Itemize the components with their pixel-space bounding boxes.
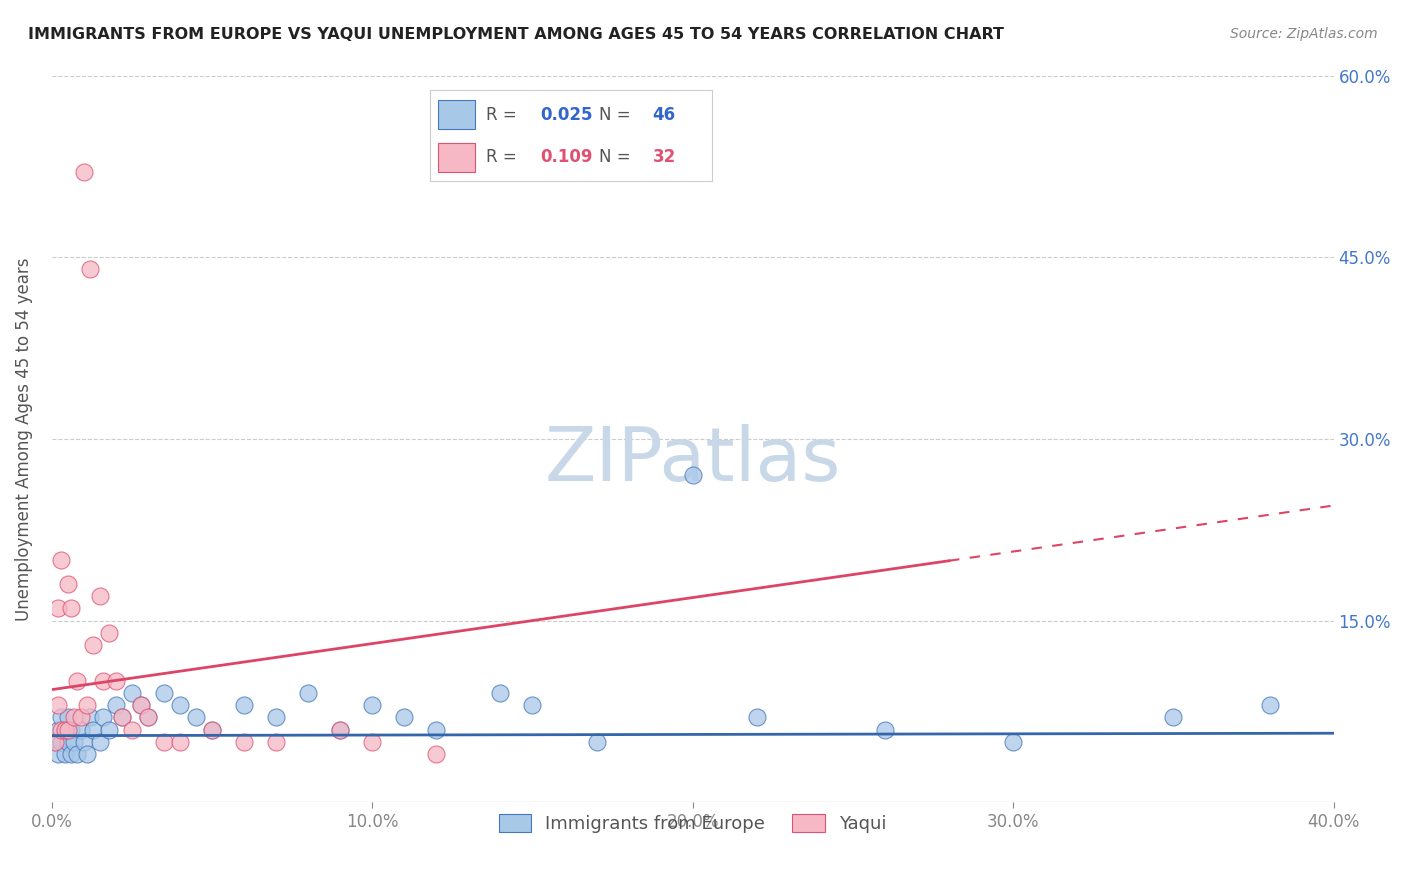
Point [425, 723, 447, 737]
Point [46, 747, 69, 761]
Point [59, 747, 82, 761]
Point [63, 710, 86, 724]
Point [66, 674, 89, 689]
Point [91, 710, 114, 724]
Point [104, 674, 127, 689]
Point [69, 710, 91, 724]
Point [89, 590, 111, 604]
Point [1163, 710, 1185, 724]
Point [56, 723, 79, 737]
Point [585, 735, 607, 749]
Point [121, 686, 143, 700]
Point [297, 686, 319, 700]
Point [131, 698, 153, 713]
Point [44, 735, 66, 749]
Point [136, 710, 159, 724]
Point [46, 723, 69, 737]
Point [104, 698, 127, 713]
Point [169, 735, 191, 749]
Point [63, 735, 86, 749]
Point [53, 723, 76, 737]
Point [136, 710, 159, 724]
Point [73, 165, 96, 179]
Point [53, 723, 76, 737]
Point [394, 710, 416, 724]
Text: ZIPatlas: ZIPatlas [544, 425, 841, 497]
Point [329, 723, 352, 737]
Point [51, 710, 73, 724]
Point [51, 723, 73, 737]
Point [98, 625, 121, 640]
Point [89, 735, 111, 749]
Point [201, 723, 224, 737]
Point [66, 747, 89, 761]
Point [184, 710, 207, 724]
Point [51, 735, 73, 749]
Point [153, 686, 176, 700]
Point [329, 723, 352, 737]
Point [233, 735, 256, 749]
Point [51, 553, 73, 567]
Point [46, 698, 69, 713]
Text: IMMIGRANTS FROM EUROPE VS YAQUI UNEMPLOYMENT AMONG AGES 45 TO 54 YEARS CORRELATI: IMMIGRANTS FROM EUROPE VS YAQUI UNEMPLOY… [28, 27, 1004, 42]
Point [264, 710, 287, 724]
Point [56, 577, 79, 591]
Point [1002, 735, 1025, 749]
Point [264, 735, 287, 749]
Text: Source: ZipAtlas.com: Source: ZipAtlas.com [1230, 27, 1378, 41]
Point [56, 710, 79, 724]
Point [82, 638, 104, 652]
Point [1258, 698, 1281, 713]
Point [79, 262, 101, 277]
Point [111, 710, 134, 724]
Point [522, 698, 544, 713]
Point [153, 735, 176, 749]
Point [131, 698, 153, 713]
Point [46, 601, 69, 615]
Point [56, 735, 79, 749]
Point [98, 723, 121, 737]
Point [91, 674, 114, 689]
Y-axis label: Unemployment Among Ages 45 to 54 years: Unemployment Among Ages 45 to 54 years [15, 257, 32, 621]
Point [361, 735, 384, 749]
Point [682, 468, 704, 483]
Point [76, 698, 98, 713]
Point [233, 698, 256, 713]
Point [53, 747, 76, 761]
Point [121, 723, 143, 737]
Point [44, 735, 66, 749]
Point [873, 723, 896, 737]
Point [76, 747, 98, 761]
Point [425, 747, 447, 761]
Point [82, 723, 104, 737]
Point [69, 723, 91, 737]
Point [59, 601, 82, 615]
Legend: Immigrants from Europe, Yaqui: Immigrants from Europe, Yaqui [488, 803, 897, 844]
Point [111, 710, 134, 724]
Point [79, 710, 101, 724]
Point [745, 710, 768, 724]
Point [201, 723, 224, 737]
Point [169, 698, 191, 713]
Point [489, 686, 512, 700]
Point [59, 723, 82, 737]
Point [73, 735, 96, 749]
Point [361, 698, 384, 713]
